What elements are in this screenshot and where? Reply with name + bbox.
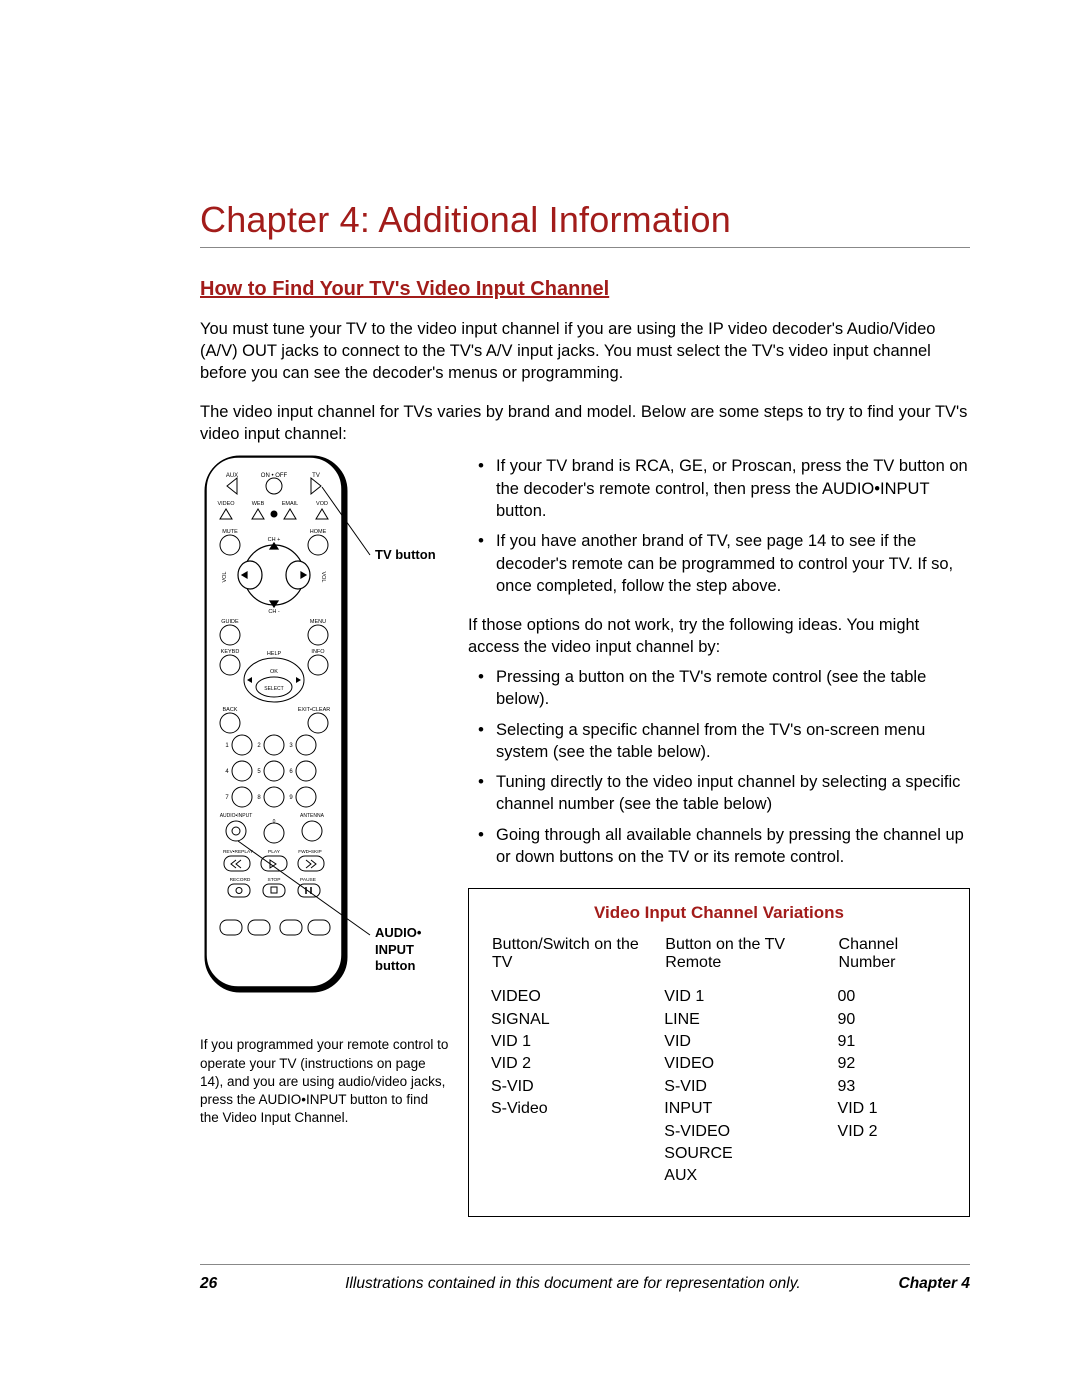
variations-title: Video Input Channel Variations xyxy=(491,903,947,923)
page: Chapter 4: Additional Information How to… xyxy=(0,0,1080,1397)
page-footer: 26 Illustrations contained in this docum… xyxy=(200,1264,970,1293)
bullet-item: If you have another brand of TV, see pag… xyxy=(468,530,970,597)
table-cell: 0090919293VID 1VID 2 xyxy=(838,986,947,1188)
callout-audio-input: AUDIO• INPUT button xyxy=(375,925,455,974)
table-header: Button/Switch on the TV xyxy=(491,935,664,986)
label-select: SELECT xyxy=(264,686,283,692)
chapter-title: Chapter 4: Additional Information xyxy=(200,199,970,248)
remote-column: AUX ON • OFF TV VIDEO WEB EMAIL V xyxy=(200,455,450,1141)
table-row: VIDEOSIGNALVID 1VID 2S-VIDS-Video VID 1L… xyxy=(491,986,947,1188)
label-ok: OK xyxy=(270,669,278,675)
label-back: BACK xyxy=(223,707,238,713)
label-guide: GUIDE xyxy=(221,619,239,625)
intro-paragraph: The video input channel for TVs varies b… xyxy=(200,401,970,446)
label-pause: PAUSE xyxy=(300,877,316,883)
label-menu: MENU xyxy=(310,619,326,625)
table-header: Button on the TV Remote xyxy=(664,935,837,986)
footer-chapter: Chapter 4 xyxy=(899,1275,971,1293)
bullet-list-top: If your TV brand is RCA, GE, or Proscan,… xyxy=(468,455,970,597)
footer-note: Illustrations contained in this document… xyxy=(247,1275,898,1293)
section-title: How to Find Your TV's Video Input Channe… xyxy=(200,278,970,301)
table-header-row: Button/Switch on the TV Button on the TV… xyxy=(491,935,947,986)
label-chminus: CH - xyxy=(268,609,279,615)
remote-illustration: AUX ON • OFF TV VIDEO WEB EMAIL V xyxy=(200,455,450,1020)
two-column-layout: AUX ON • OFF TV VIDEO WEB EMAIL V xyxy=(200,455,970,1216)
bullet-item: Selecting a specific channel from the TV… xyxy=(468,719,970,764)
label-vol-r: VOL xyxy=(320,572,326,583)
label-rev: REV•REPLAY xyxy=(223,849,254,855)
label-vol-l: VOL xyxy=(222,572,228,583)
label-vod: VOD xyxy=(316,501,328,507)
label-keybd: KEYBD xyxy=(221,649,240,655)
label-info: INFO xyxy=(311,649,325,655)
callout-tv-button: TV button xyxy=(375,547,445,563)
variations-table: Button/Switch on the TV Button on the TV… xyxy=(491,935,947,1188)
label-video: VIDEO xyxy=(217,501,235,507)
label-play: PLAY xyxy=(268,849,281,855)
intro-paragraph: You must tune your TV to the video input… xyxy=(200,318,970,385)
label-stop: STOP xyxy=(268,877,281,883)
page-number: 26 xyxy=(200,1275,217,1293)
bullet-item: Pressing a button on the TV's remote con… xyxy=(468,666,970,711)
label-web: WEB xyxy=(252,501,265,507)
variations-box: Video Input Channel Variations Button/Sw… xyxy=(468,888,970,1217)
bullet-item: If your TV brand is RCA, GE, or Proscan,… xyxy=(468,455,970,522)
table-cell: VIDEOSIGNALVID 1VID 2S-VIDS-Video xyxy=(491,986,664,1188)
table-header: Channel Number xyxy=(838,935,947,986)
bullet-item: Tuning directly to the video input chann… xyxy=(468,771,970,816)
label-home: HOME xyxy=(310,529,327,535)
text-column: If your TV brand is RCA, GE, or Proscan,… xyxy=(468,455,970,1216)
label-audio-input: AUDIO•INPUT xyxy=(220,813,253,819)
label-mute: MUTE xyxy=(222,529,238,535)
mid-paragraph: If those options do not work, try the fo… xyxy=(468,614,970,659)
label-exit: EXIT•CLEAR xyxy=(298,707,331,713)
label-antenna: ANTENNA xyxy=(300,813,325,819)
bullet-list-bottom: Pressing a button on the TV's remote con… xyxy=(468,666,970,868)
label-tv: TV xyxy=(312,473,320,479)
remote-caption: If you programmed your remote control to… xyxy=(200,1036,450,1127)
label-email: EMAIL xyxy=(282,501,299,507)
label-help: HELP xyxy=(267,651,282,657)
label-record: RECORD xyxy=(230,877,251,883)
table-cell: VID 1LINEVIDVIDEOS-VIDINPUTS-VIDEOSOURCE… xyxy=(664,986,837,1188)
label-fwd: FWD•SKIP xyxy=(298,849,322,855)
bullet-item: Going through all available channels by … xyxy=(468,824,970,869)
